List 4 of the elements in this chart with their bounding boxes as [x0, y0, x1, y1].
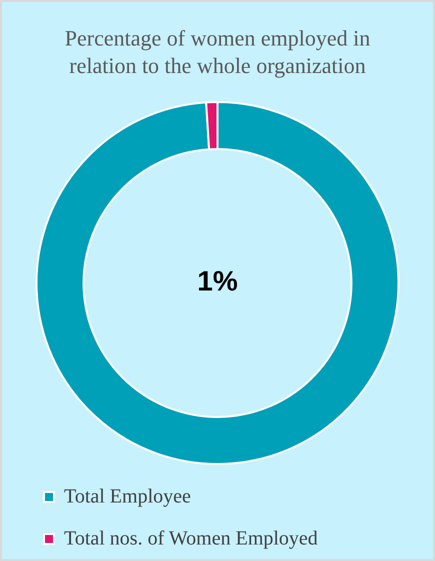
chart-title: Percentage of women employed in relation to the whole organization: [64, 26, 370, 78]
legend-label: Total nos. of Women Employed: [64, 527, 318, 550]
legend-label: Total Employee: [64, 485, 192, 508]
text: 1%: [197, 266, 238, 297]
